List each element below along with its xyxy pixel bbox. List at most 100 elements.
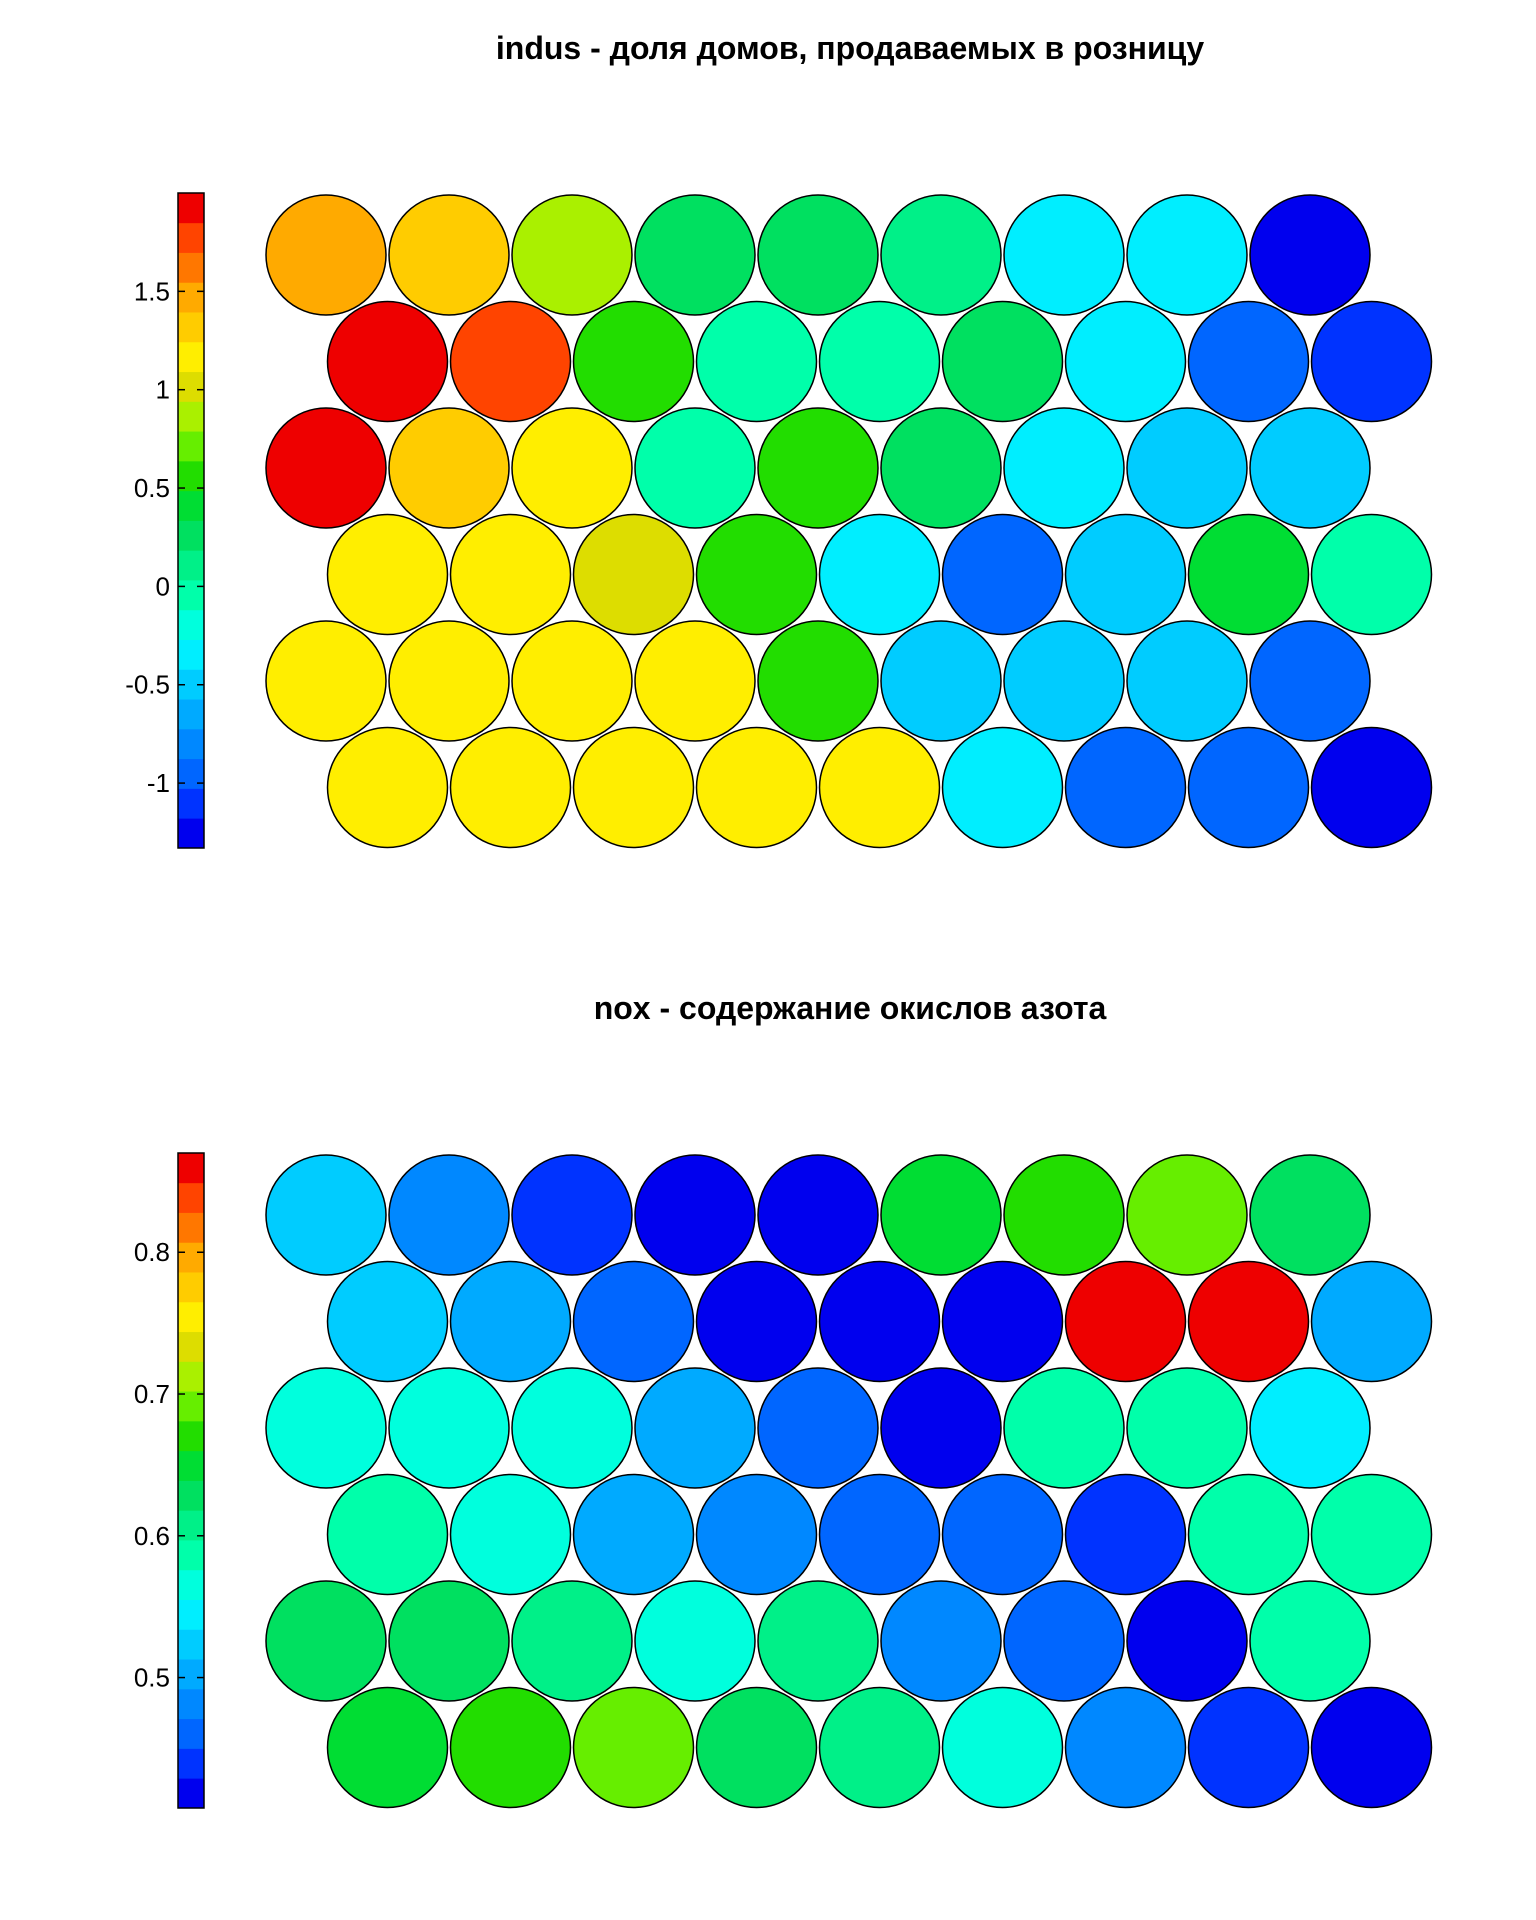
- som-node: [634, 1367, 756, 1489]
- colorbar-segment: [178, 1391, 204, 1422]
- som-node: [941, 1686, 1064, 1809]
- som-node: [1064, 1686, 1187, 1809]
- colorbar-segment: [178, 371, 204, 402]
- indus-panel: indus - доля домов, продаваемых в розниц…: [125, 30, 1433, 849]
- som-node: [941, 1260, 1064, 1383]
- som-node: [449, 1473, 572, 1596]
- som-node: [1310, 726, 1433, 849]
- som-node: [511, 194, 633, 316]
- colorbar-border: [177, 1152, 205, 1809]
- colorbar-segment: [178, 1480, 204, 1511]
- som-node: [572, 300, 695, 423]
- som-node: [634, 194, 756, 316]
- som-node: [1003, 407, 1125, 529]
- som-node: [326, 1473, 449, 1596]
- som-node: [1310, 513, 1433, 636]
- som-node: [818, 513, 941, 636]
- som-node: [818, 1686, 941, 1809]
- som-node: [511, 1580, 633, 1702]
- som-node: [1310, 1686, 1433, 1809]
- som-node: [1003, 1367, 1125, 1489]
- som-node: [1126, 407, 1248, 529]
- colorbar-segment: [178, 222, 204, 253]
- som-node: [695, 300, 818, 423]
- som-node: [388, 620, 510, 742]
- som-node: [265, 407, 387, 529]
- som-node: [265, 1367, 387, 1489]
- tick-label: 0.6: [134, 1521, 170, 1551]
- som-node: [388, 1580, 510, 1702]
- som-node: [388, 407, 510, 529]
- colorbar-segment: [178, 252, 204, 283]
- colorbar-segment: [178, 312, 204, 343]
- som-node: [326, 1686, 449, 1809]
- som-node: [1310, 1260, 1433, 1383]
- som-node: [572, 726, 695, 849]
- som-node: [1249, 194, 1371, 316]
- som-node: [511, 620, 633, 742]
- som-node: [941, 726, 1064, 849]
- som-node: [634, 1580, 756, 1702]
- som-node: [449, 300, 572, 423]
- colorbar-segment: [178, 1450, 204, 1481]
- som-node: [1064, 1260, 1187, 1383]
- som-node: [326, 300, 449, 423]
- som-node: [695, 1686, 818, 1809]
- colorbar-segment: [178, 341, 204, 373]
- tick-label: 0.8: [134, 1237, 170, 1267]
- som-node: [1249, 1154, 1371, 1276]
- som-node: [1310, 300, 1433, 423]
- som-node: [757, 1367, 879, 1489]
- som-node: [1126, 1367, 1248, 1489]
- som-node: [1003, 620, 1125, 742]
- som-node: [1187, 1686, 1310, 1809]
- colorbar-segment: [178, 1182, 204, 1213]
- colorbar-segment: [178, 1748, 204, 1779]
- som-node: [572, 1473, 695, 1596]
- tick-label: 1.5: [134, 276, 170, 306]
- som-node: [880, 1580, 1002, 1702]
- som-node: [511, 1154, 633, 1276]
- colorbar-segment: [178, 282, 204, 313]
- colorbar-segment: [178, 1153, 204, 1184]
- som-node: [1126, 1154, 1248, 1276]
- colorbar-segment: [178, 609, 204, 640]
- tick-label: -1: [147, 768, 170, 798]
- som-node: [1187, 513, 1310, 636]
- colorbar-segment: [178, 1331, 204, 1362]
- som-node: [757, 407, 879, 529]
- som-node: [1003, 194, 1125, 316]
- colorbar-segment: [178, 1778, 204, 1809]
- som-node: [880, 407, 1002, 529]
- colorbar-segment: [178, 1212, 204, 1243]
- colorbar-segment: [178, 639, 204, 670]
- som-node: [1187, 1473, 1310, 1596]
- som-node: [941, 1473, 1064, 1596]
- som-node: [1187, 726, 1310, 849]
- colorbar-segment: [178, 490, 204, 521]
- chart-title: indus - доля домов, продаваемых в розниц…: [495, 30, 1205, 66]
- som-node: [941, 300, 1064, 423]
- colorbar-segment: [178, 1242, 204, 1273]
- colorbar-segment: [178, 1718, 204, 1749]
- colorbar-segment: [178, 1599, 204, 1630]
- som-node: [1003, 1580, 1125, 1702]
- som-node: [818, 1473, 941, 1596]
- som-node: [1126, 194, 1248, 316]
- tick-label: 0.5: [134, 1663, 170, 1693]
- colorbar-segment: [178, 1420, 204, 1452]
- colorbar-segment: [178, 1361, 204, 1392]
- colorbar-border: [177, 192, 205, 849]
- som-node: [941, 513, 1064, 636]
- colorbar-segment: [178, 1569, 204, 1600]
- som-node: [1003, 1154, 1125, 1276]
- nox-som-plot: 0.8 0.7 0.6 0.5: [134, 1152, 1433, 1809]
- som-node: [1064, 1473, 1187, 1596]
- som-node: [326, 726, 449, 849]
- som-node: [818, 1260, 941, 1383]
- colorbar-segment: [178, 1272, 204, 1303]
- som-node: [265, 620, 387, 742]
- som-node: [388, 1367, 510, 1489]
- som-node: [449, 726, 572, 849]
- som-node: [1064, 513, 1187, 636]
